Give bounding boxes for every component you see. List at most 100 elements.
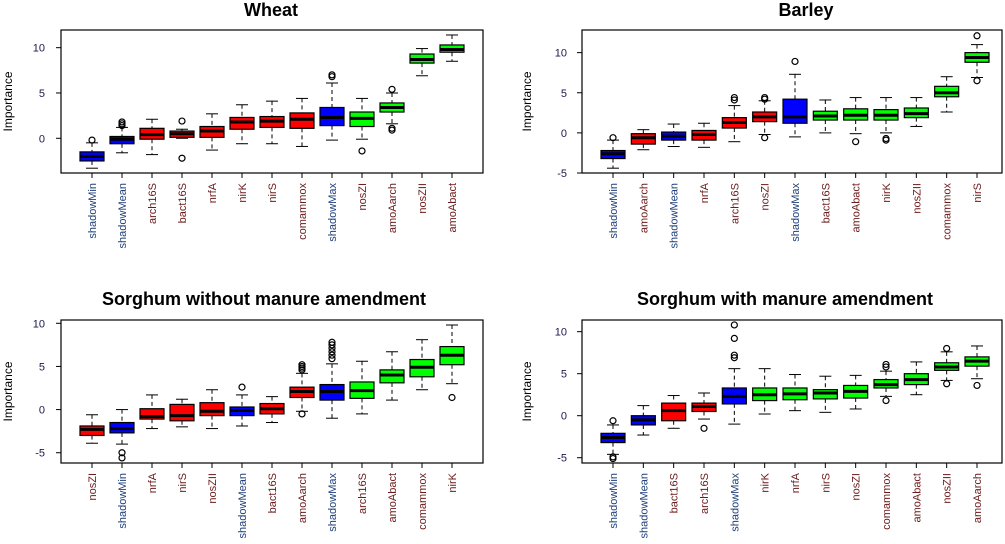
box-arch16S bbox=[691, 392, 717, 432]
box-comammox bbox=[873, 360, 899, 405]
outlier-point bbox=[298, 361, 306, 369]
outlier-point bbox=[328, 338, 336, 346]
box-shadowMax bbox=[319, 338, 345, 419]
x-tick-label: nrfA bbox=[207, 182, 219, 203]
outlier-point bbox=[178, 117, 186, 125]
x-tick-label: nrfA bbox=[790, 472, 802, 493]
box-shadowMax bbox=[319, 71, 345, 141]
outlier-point bbox=[328, 341, 336, 349]
box-nirS bbox=[812, 375, 838, 413]
box-amoAarch bbox=[964, 345, 990, 390]
y-tick-label: -5 bbox=[557, 168, 567, 180]
box-arch16S bbox=[721, 93, 747, 143]
x-tick-label: amoAarch bbox=[638, 183, 650, 233]
outlier-point bbox=[118, 118, 126, 126]
x-tick-label: shadowMax bbox=[790, 183, 802, 242]
outlier-point bbox=[973, 381, 981, 390]
x-tick-label: nosZI bbox=[357, 183, 369, 211]
y-tick-label: 0 bbox=[39, 405, 45, 417]
box-arch16S bbox=[139, 118, 165, 156]
x-tick-label: shadowMean bbox=[638, 473, 650, 538]
y-tick-label: 10 bbox=[555, 48, 567, 60]
x-tick-label: nirS bbox=[972, 183, 984, 203]
boxplot-panel: Wheat Importance 0 5 10 shadowMin shadowMean ar… bbox=[1, 0, 484, 248]
box-iqr bbox=[199, 402, 225, 417]
x-tick-label: nosZII bbox=[942, 473, 954, 504]
outlier-point bbox=[328, 71, 336, 79]
outlier-point bbox=[178, 154, 186, 162]
y-axis-label: Importance bbox=[1, 71, 15, 131]
outlier-point bbox=[730, 96, 738, 104]
y-tick-label: -5 bbox=[557, 453, 567, 465]
outlier-point bbox=[609, 134, 617, 142]
box-shadowMin bbox=[79, 136, 105, 169]
outlier-point bbox=[328, 351, 336, 359]
box-amoAarch bbox=[289, 361, 315, 418]
box-iqr bbox=[169, 403, 195, 422]
box-nirK bbox=[229, 104, 255, 145]
box-bact16S bbox=[259, 396, 285, 424]
outlier-point bbox=[943, 344, 951, 353]
box-nosZI bbox=[843, 374, 869, 410]
plot-frame bbox=[60, 29, 484, 174]
x-tick-label: amoAbact bbox=[851, 183, 863, 233]
x-tick-label: shadowMin bbox=[608, 473, 620, 529]
box-nrfA bbox=[199, 113, 225, 151]
x-tick-label: bact16S bbox=[820, 183, 832, 223]
box-iqr bbox=[782, 98, 808, 124]
x-tick-label: amoAarch bbox=[972, 473, 984, 523]
outlier-point bbox=[730, 93, 738, 102]
x-tick-label: nirS bbox=[267, 183, 279, 203]
x-tick-label: amoAarch bbox=[387, 183, 399, 233]
outlier-point bbox=[118, 449, 126, 457]
box-shadowMax bbox=[721, 321, 747, 425]
y-tick-label: 10 bbox=[33, 318, 45, 330]
outlier-point bbox=[730, 351, 738, 359]
y-tick-label: 5 bbox=[561, 88, 567, 100]
box-comammox bbox=[289, 97, 315, 147]
outlier-point bbox=[238, 383, 246, 391]
x-tick-label: amoAbact bbox=[911, 473, 923, 523]
x-tick-label: bact16S bbox=[669, 473, 681, 513]
box-bact16S bbox=[661, 395, 687, 429]
box-nirS bbox=[169, 398, 195, 428]
box-shadowMean bbox=[630, 405, 656, 436]
x-tick-label: arch16S bbox=[147, 183, 159, 224]
x-tick-label: nosZI bbox=[851, 473, 863, 501]
chart-title: Sorghum without manure amendment bbox=[102, 289, 426, 309]
box-shadowMean bbox=[109, 118, 135, 154]
box-nosZII bbox=[934, 344, 960, 388]
outlier-point bbox=[609, 454, 617, 463]
x-tick-label: comammox bbox=[942, 183, 954, 240]
x-tick-label: shadowMean bbox=[117, 183, 129, 248]
box-amoAarch bbox=[379, 85, 405, 134]
box-shadowMean bbox=[661, 123, 687, 148]
x-tick-label: shadowMean bbox=[669, 183, 681, 248]
x-tick-label: comammox bbox=[881, 473, 893, 530]
x-tick-label: amoAbact bbox=[447, 183, 459, 233]
x-tick-label: nrfA bbox=[699, 182, 711, 203]
boxplot-panel: Barley Importance -5 0 5 10 shadowMin amoAarch s… bbox=[520, 0, 1003, 248]
box-nrfA bbox=[691, 122, 717, 148]
box-arch16S bbox=[349, 360, 375, 415]
boxplot-panel: Sorghum with manure amendment Importance -… bbox=[520, 289, 1003, 538]
x-tick-label: shadowMin bbox=[117, 473, 129, 529]
chart-title: Barley bbox=[778, 0, 833, 20]
x-tick-label: shadowMean bbox=[237, 473, 249, 538]
outlier-point bbox=[118, 454, 126, 462]
y-tick-label: 5 bbox=[39, 361, 45, 373]
chart-title: Sorghum with manure amendment bbox=[637, 289, 933, 309]
y-tick-label: 5 bbox=[39, 88, 45, 100]
x-tick-label: shadowMax bbox=[327, 183, 339, 242]
y-tick-label: 5 bbox=[561, 369, 567, 381]
x-tick-label: arch16S bbox=[357, 473, 369, 514]
box-nosZII bbox=[903, 97, 929, 127]
x-tick-label: nrfA bbox=[147, 472, 159, 493]
box-bact16S bbox=[812, 99, 838, 134]
outlier-point bbox=[852, 138, 860, 146]
outlier-point bbox=[882, 363, 890, 371]
box-shadowMin bbox=[600, 417, 626, 463]
x-tick-label: shadowMin bbox=[608, 183, 620, 239]
outlier-point bbox=[328, 348, 336, 356]
